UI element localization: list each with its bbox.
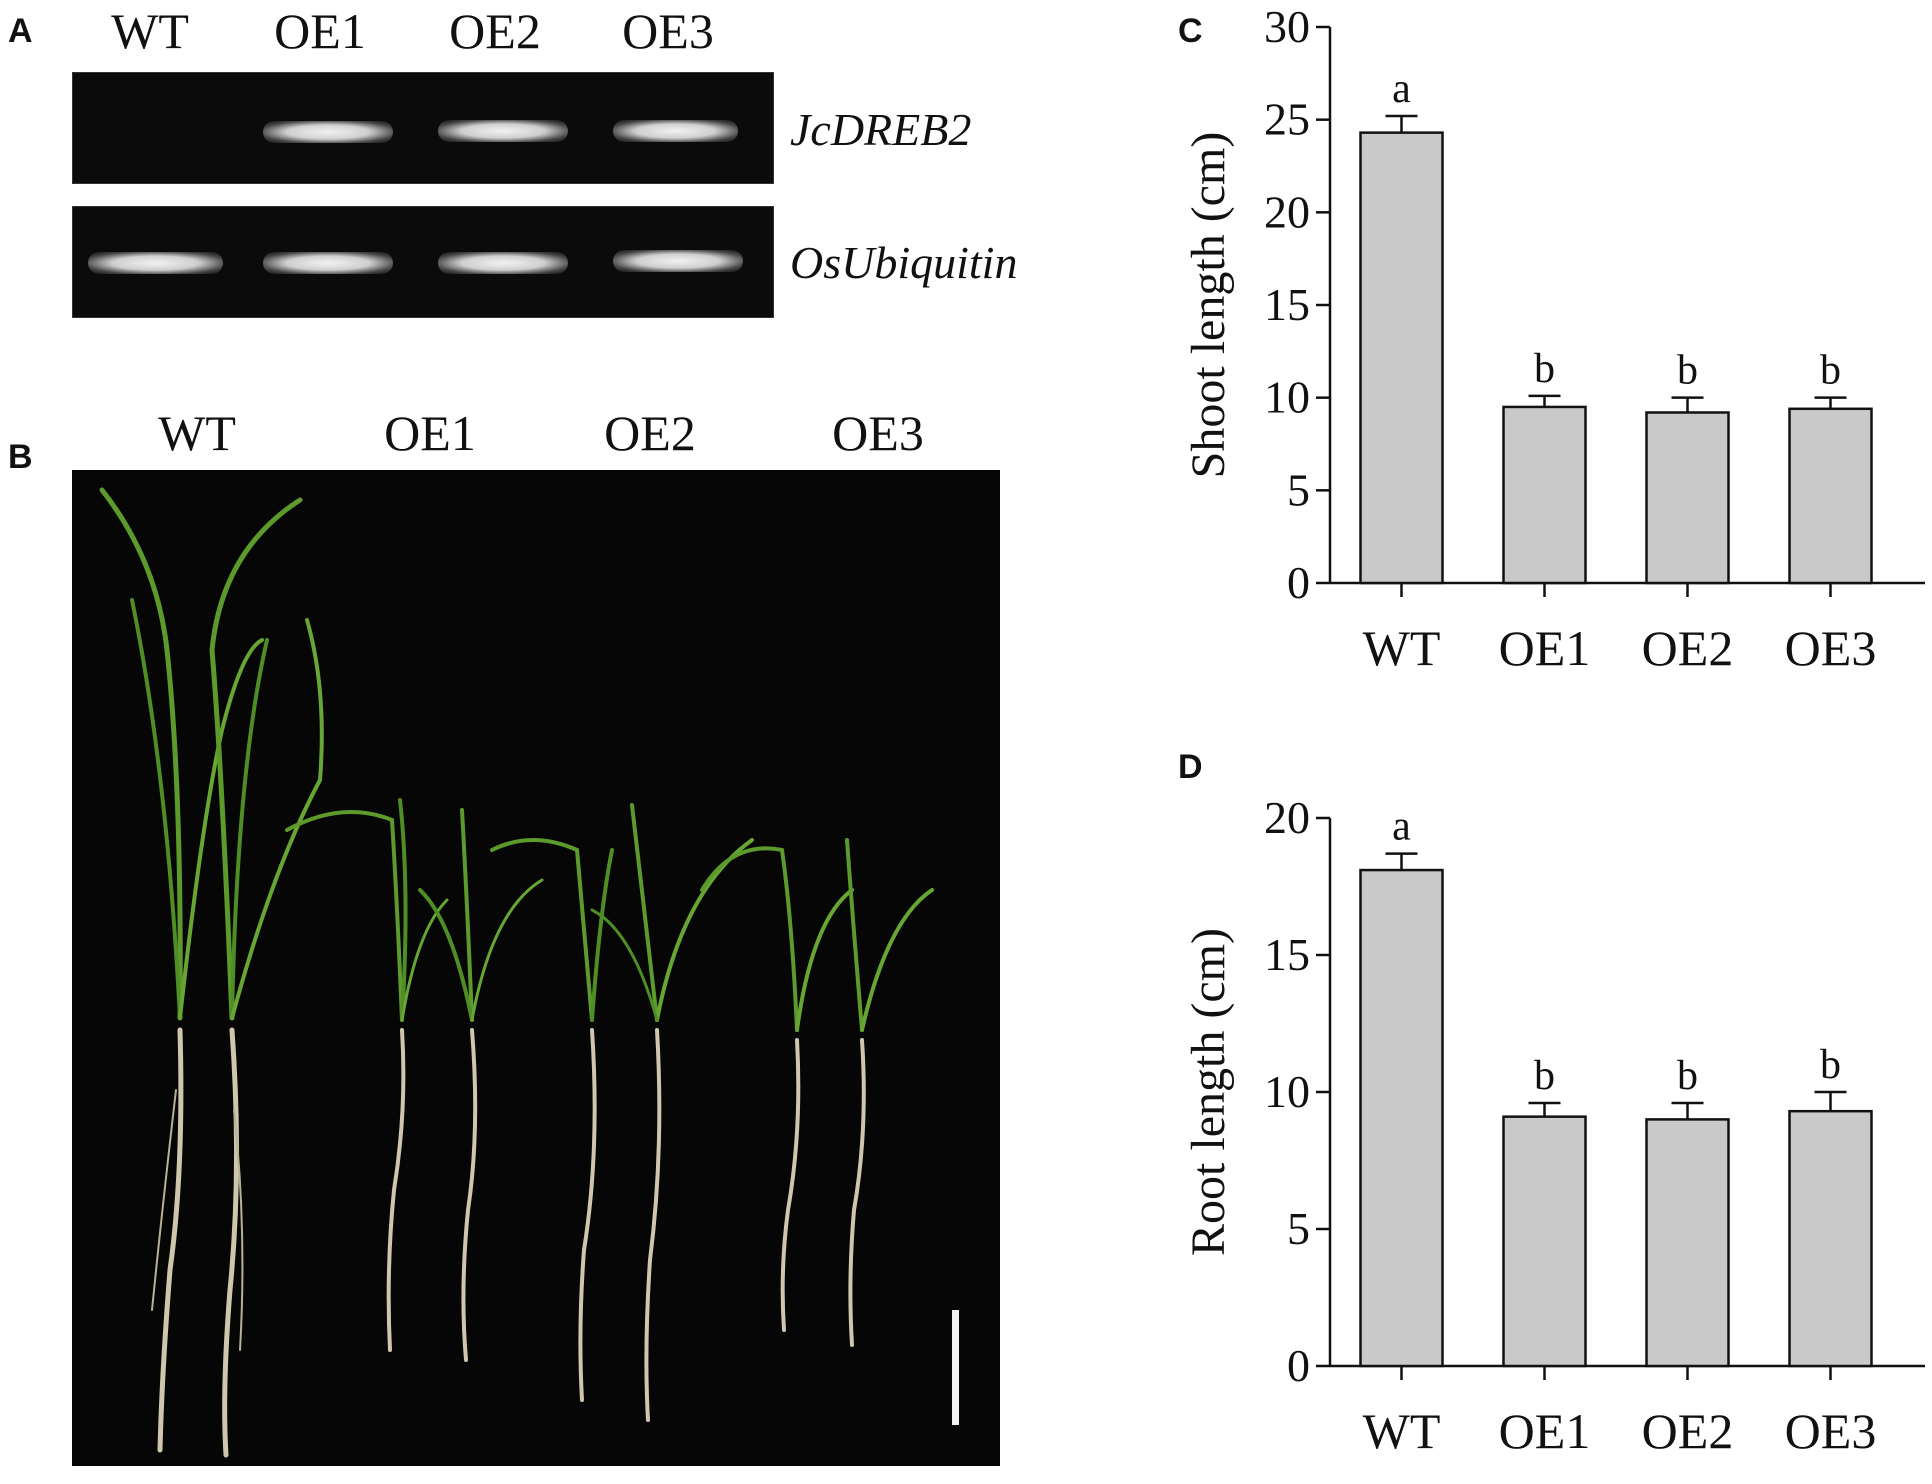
- seedling-oe3-2: [845, 838, 934, 1347]
- significance-label-oe1: b: [1534, 346, 1555, 392]
- gel-band-osubiquitin-oe1: [263, 252, 393, 274]
- gel-lane-label-oe3: OE3: [622, 3, 714, 59]
- x-tick-label-oe2: OE2: [1642, 620, 1734, 676]
- gel-band-osubiquitin-wt: [88, 252, 223, 274]
- seedling-oe1-2: [418, 808, 544, 1362]
- chart-root-length: 0 5 10 15 20 a WT b OE1 b OE2 b OE3 Root length (cm): [1160, 740, 1932, 1479]
- x-tick-label-oe1: OE1: [1499, 620, 1591, 676]
- gel-band-jcdreb2-oe2: [438, 120, 568, 142]
- significance-label-oe1: b: [1534, 1053, 1555, 1099]
- y-tick-label-20: 20: [1264, 186, 1310, 237]
- bar-oe2: [1645, 1118, 1730, 1368]
- y-tick-label-15: 15: [1264, 929, 1310, 980]
- gene-label-jcdreb2: JcDREB2: [790, 104, 972, 155]
- seedling-wt-2: [209, 497, 324, 1458]
- y-tick-label-30: 30: [1264, 1, 1310, 52]
- photo-label-oe3: OE3: [832, 405, 924, 461]
- seedling-oe2-1: [490, 838, 614, 1402]
- photo-label-oe2: OE2: [604, 405, 696, 461]
- gel-lane-label-oe2: OE2: [449, 3, 541, 59]
- gel-band-osubiquitin-oe2: [438, 252, 568, 274]
- y-tick-label-0: 0: [1287, 557, 1310, 608]
- panel-letter-c: C: [1178, 12, 1203, 50]
- scale-bar: [952, 1310, 959, 1425]
- y-tick-label-25: 25: [1264, 94, 1310, 145]
- panel-letter-a: A: [8, 12, 33, 50]
- panel-letter-b: B: [8, 438, 33, 476]
- gel-osubiquitin: [72, 206, 774, 318]
- y-tick-label-20: 20: [1264, 792, 1310, 843]
- bar-oe3: [1788, 1109, 1873, 1368]
- gel-lane-label-oe1: OE1: [274, 3, 366, 59]
- y-tick-label-15: 15: [1264, 279, 1310, 330]
- seedling-wt-1: [99, 487, 264, 1453]
- y-tick-label-5: 5: [1287, 1203, 1310, 1254]
- y-axis-label: Shoot length (cm): [1182, 132, 1235, 479]
- significance-label-oe3: b: [1820, 1042, 1841, 1088]
- photo-label-oe1: OE1: [384, 405, 476, 461]
- y-tick-label-5: 5: [1287, 464, 1310, 515]
- gene-label-osubiquitin: OsUbiquitin: [790, 237, 1018, 288]
- bar-oe2: [1645, 411, 1730, 585]
- chart-shoot-length: 0 5 10 15 20 25 30 a WT b OE1 b OE2 b OE3 Shoot length …: [1160, 0, 1932, 720]
- bar-oe1: [1502, 405, 1587, 585]
- panel-letter-d: D: [1178, 748, 1203, 786]
- gel-band-osubiquitin-oe3: [613, 250, 743, 272]
- bar-wt: [1359, 131, 1444, 585]
- photo-label-wt: WT: [158, 405, 236, 461]
- gel-lane-label-wt: WT: [111, 3, 189, 59]
- significance-label-oe3: b: [1820, 348, 1841, 394]
- significance-label-wt: a: [1392, 804, 1411, 850]
- bar-wt: [1359, 868, 1444, 1368]
- gel-band-jcdreb2-oe3: [613, 120, 738, 142]
- x-tick-label-oe3: OE3: [1785, 1403, 1877, 1459]
- x-tick-label-oe3: OE3: [1785, 620, 1877, 676]
- seedling-oe1-1: [285, 798, 449, 1352]
- x-tick-label-oe2: OE2: [1642, 1403, 1734, 1459]
- bar-oe1: [1502, 1115, 1587, 1368]
- gel-jcdreb2: [72, 72, 774, 184]
- significance-label-wt: a: [1392, 66, 1411, 112]
- seedling-oe2-2: [590, 803, 754, 1422]
- y-tick-label-10: 10: [1264, 1066, 1310, 1117]
- significance-label-oe2: b: [1677, 1053, 1698, 1099]
- seedling-photo: [72, 470, 1000, 1466]
- gel-band-jcdreb2-oe1: [263, 121, 393, 143]
- significance-label-oe2: b: [1677, 348, 1698, 394]
- x-tick-label-oe1: OE1: [1499, 1403, 1591, 1459]
- x-tick-label-wt: WT: [1363, 1403, 1441, 1459]
- bar-oe3: [1788, 407, 1873, 585]
- y-tick-label-10: 10: [1264, 372, 1310, 423]
- y-axis-label: Root length (cm): [1182, 928, 1235, 1256]
- seedling-oe3-1: [700, 846, 854, 1332]
- x-tick-label-wt: WT: [1363, 620, 1441, 676]
- y-tick-label-0: 0: [1287, 1340, 1310, 1391]
